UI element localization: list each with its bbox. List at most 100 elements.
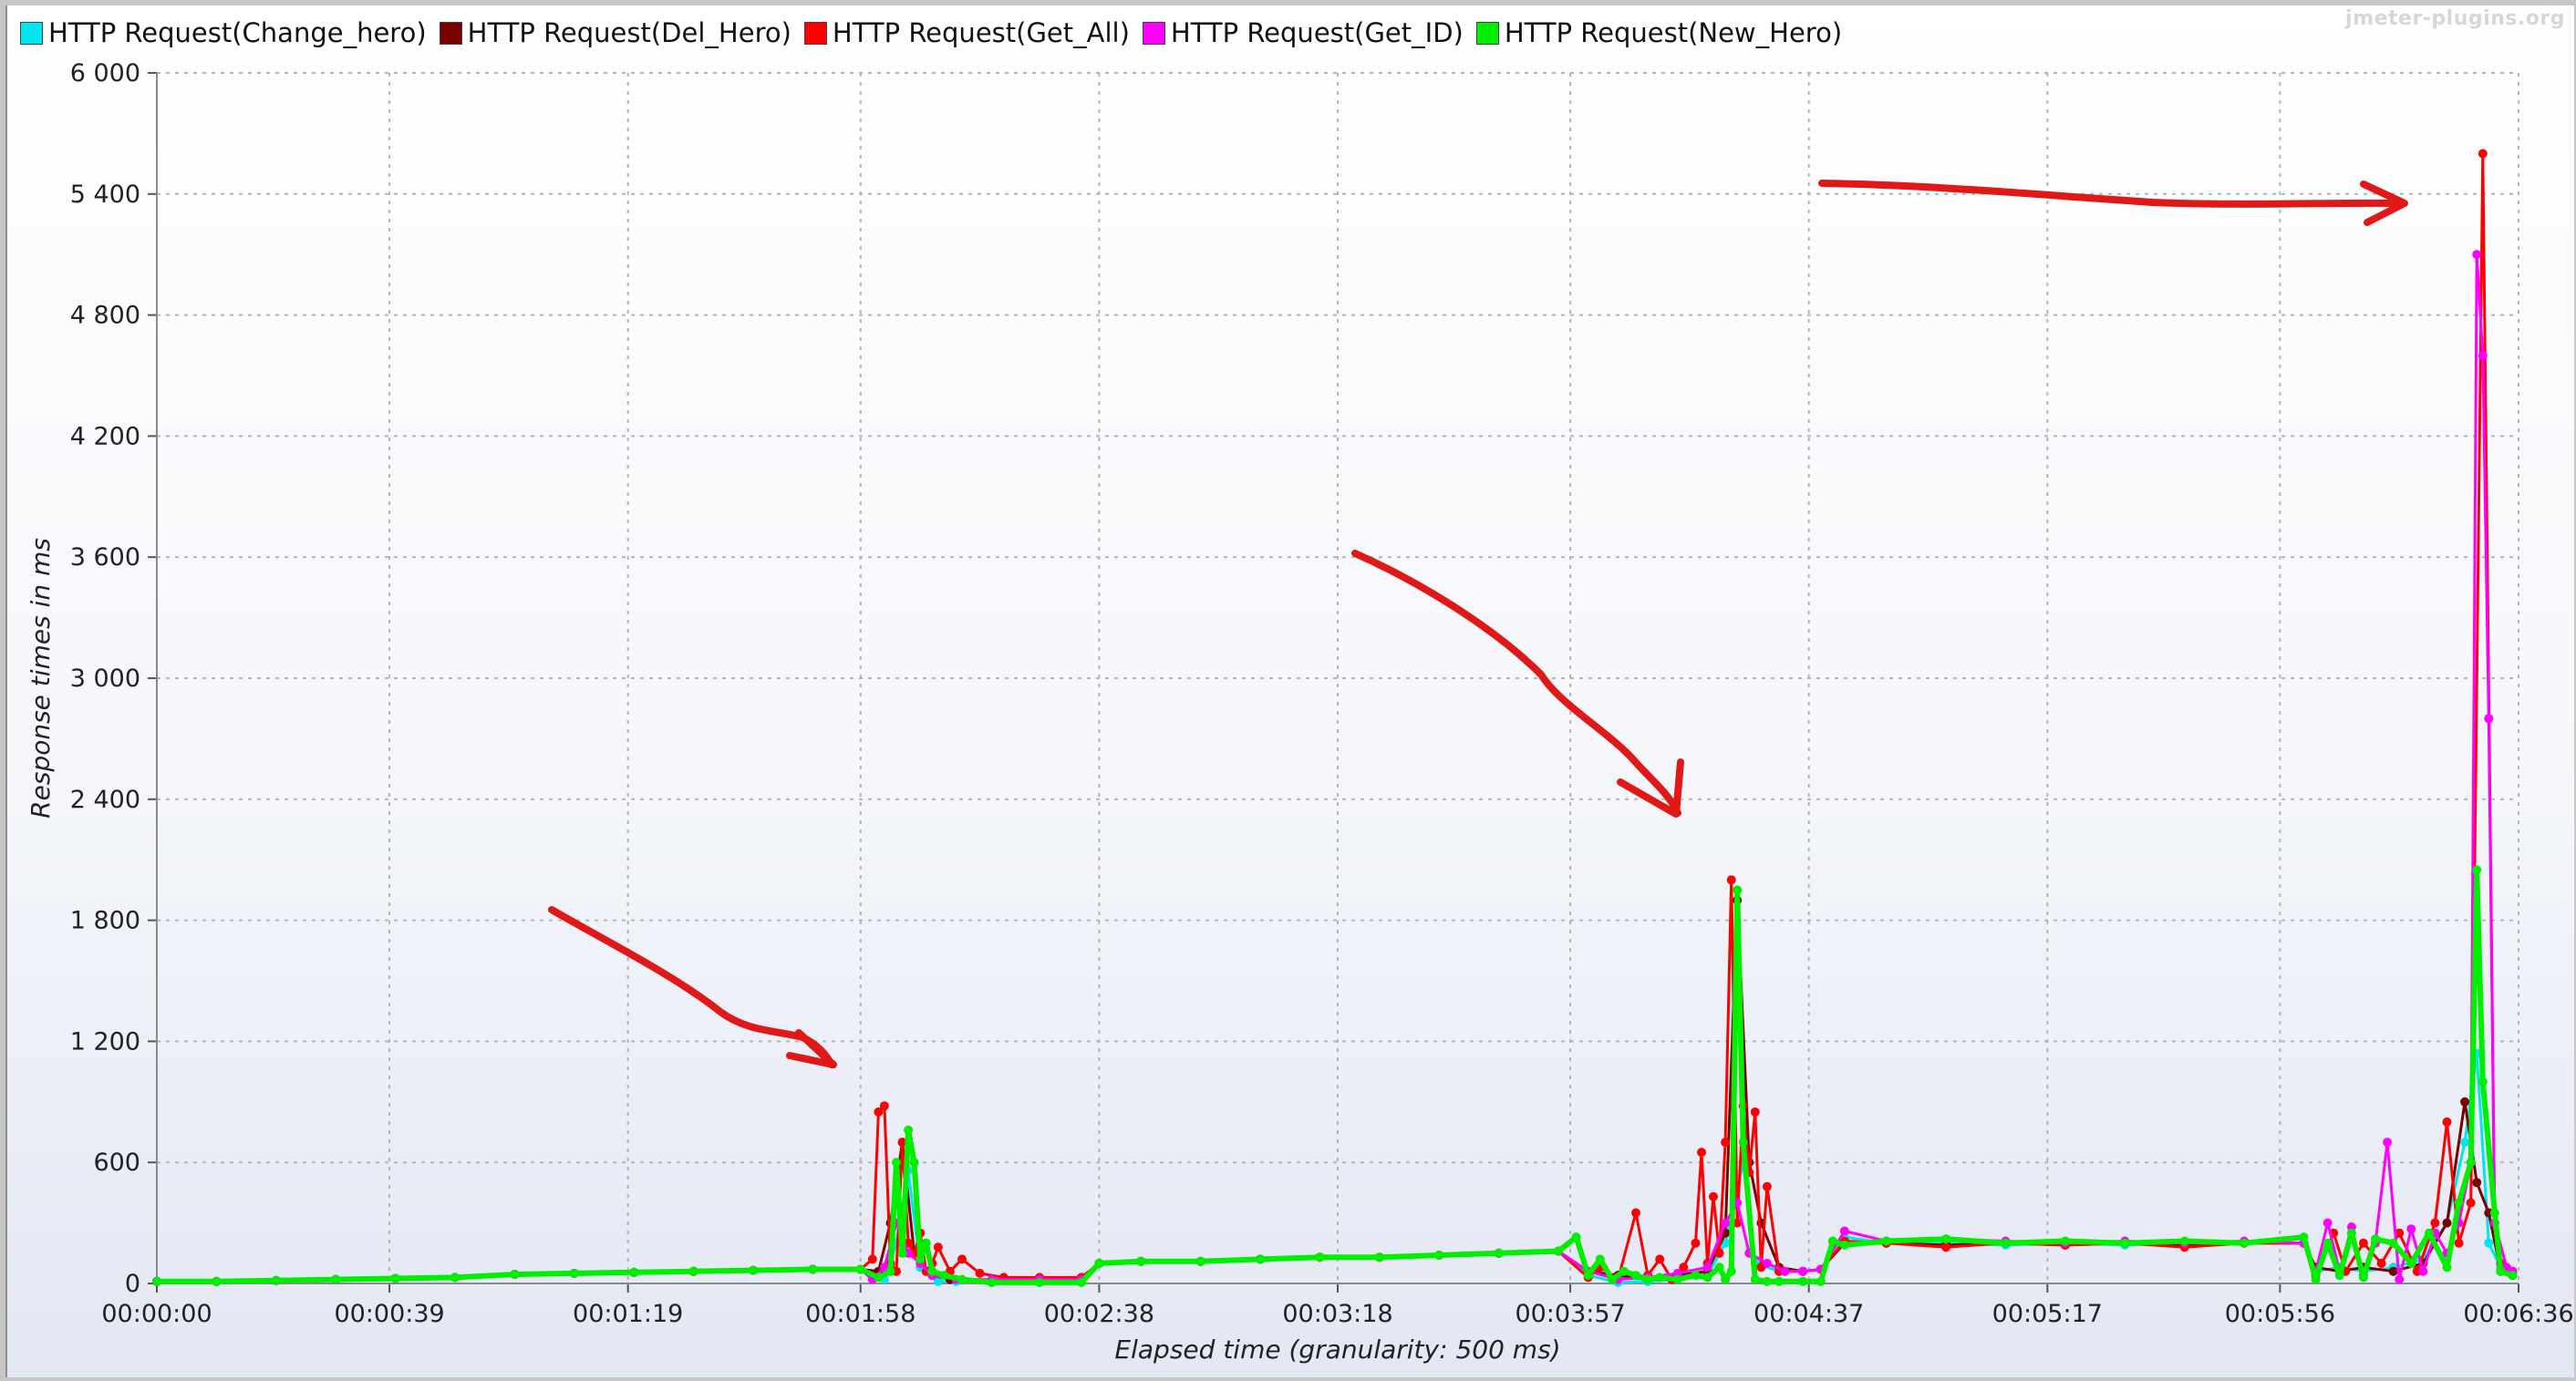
y-tick-label: 0 xyxy=(125,1270,140,1298)
legend-swatch-del-hero xyxy=(439,21,462,45)
data-point xyxy=(885,1266,895,1276)
legend-label-new-hero: HTTP Request(New_Hero) xyxy=(1504,17,1843,48)
data-point xyxy=(1554,1246,1563,1256)
data-point xyxy=(2240,1238,2250,1248)
x-tick-label: 00:03:18 xyxy=(1282,1300,1392,1328)
data-point xyxy=(749,1265,758,1275)
annotations xyxy=(548,180,2408,1068)
data-point xyxy=(1798,1266,1808,1276)
data-point xyxy=(1721,1138,1731,1148)
data-point xyxy=(1714,1262,1724,1273)
data-point xyxy=(1709,1191,1718,1201)
x-tick-label: 00:02:38 xyxy=(1044,1300,1154,1328)
data-point xyxy=(897,1248,907,1258)
y-axis-title: Response times in ms xyxy=(26,538,56,819)
data-point xyxy=(1672,1274,1682,1284)
data-point xyxy=(1780,1266,1790,1276)
data-point xyxy=(1094,1258,1104,1268)
annotation-arrow-2 xyxy=(1351,550,1681,817)
legend-item-new-hero: HTTP Request(New_Hero) xyxy=(1475,17,1843,48)
series-get-all xyxy=(152,149,2518,1286)
data-point xyxy=(1374,1252,1384,1262)
data-point xyxy=(152,1276,161,1286)
x-tick-label: 00:06:36 xyxy=(2463,1300,2573,1328)
y-tick-label: 4 800 xyxy=(70,302,140,330)
data-point xyxy=(1679,1262,1689,1273)
legend-item-get-all: HTTP Request(Get_All) xyxy=(803,17,1130,48)
data-point xyxy=(2472,1178,2482,1188)
data-point xyxy=(2454,1238,2464,1248)
data-point xyxy=(921,1238,931,1248)
data-point xyxy=(2442,1262,2452,1273)
data-point xyxy=(2478,1077,2488,1087)
data-point xyxy=(1762,1258,1772,1268)
data-point xyxy=(904,1125,914,1135)
data-point xyxy=(2496,1266,2506,1276)
data-point xyxy=(1721,1218,1731,1228)
data-point xyxy=(1798,1276,1808,1286)
data-point xyxy=(569,1268,579,1278)
y-tick-label: 5 400 xyxy=(70,180,140,209)
data-point xyxy=(450,1273,460,1283)
data-point xyxy=(1619,1266,1629,1276)
legend-item-change-hero: HTTP Request(Change_hero) xyxy=(20,17,427,48)
data-point xyxy=(933,1276,943,1286)
data-point xyxy=(916,1254,926,1264)
data-point xyxy=(874,1107,884,1117)
data-point xyxy=(1691,1271,1701,1281)
data-point xyxy=(2388,1266,2398,1276)
data-point xyxy=(2484,1238,2494,1248)
legend-label-change-hero: HTTP Request(Change_hero) xyxy=(48,17,427,48)
data-point xyxy=(2508,1271,2518,1281)
data-point xyxy=(867,1254,877,1264)
data-point xyxy=(2395,1228,2405,1238)
watermark: jmeter-plugins.org xyxy=(2345,7,2565,30)
chart-panel xyxy=(5,5,2574,1377)
data-point xyxy=(2179,1236,2189,1246)
data-point xyxy=(629,1267,639,1277)
series-line-get-all xyxy=(157,152,2513,1283)
data-point xyxy=(2478,149,2488,159)
data-point xyxy=(1750,1107,1760,1117)
data-point xyxy=(2299,1232,2309,1242)
annotation-arrow-1-head xyxy=(786,1029,837,1068)
x-tick-label: 00:05:17 xyxy=(1992,1300,2103,1328)
data-point xyxy=(390,1273,400,1283)
data-point xyxy=(1655,1254,1665,1264)
data-point xyxy=(2406,1224,2416,1234)
data-point xyxy=(975,1268,985,1278)
data-point xyxy=(2478,350,2488,360)
data-point xyxy=(1827,1236,1837,1246)
data-point xyxy=(2454,1198,2464,1208)
series-line-change-hero xyxy=(157,1052,2514,1284)
legend-label-del-hero: HTTP Request(Del_Hero) xyxy=(467,17,791,48)
data-point xyxy=(1256,1254,1265,1264)
data-point xyxy=(2376,1258,2386,1268)
series-change-hero xyxy=(152,1048,2518,1287)
data-point xyxy=(1881,1236,1891,1246)
y-tick-label: 1 800 xyxy=(70,907,140,935)
data-point xyxy=(933,1242,943,1252)
annotation-arrow-3-head xyxy=(2360,180,2408,226)
x-axis-title: Elapsed time (granularity: 500 ms) xyxy=(1114,1335,1560,1365)
data-point xyxy=(1691,1238,1701,1248)
data-point xyxy=(2484,714,2494,724)
data-point xyxy=(1076,1277,1086,1287)
legend: HTTP Request(Change_hero) HTTP Request(D… xyxy=(20,16,1842,49)
data-point xyxy=(2334,1271,2344,1281)
data-point xyxy=(1941,1242,1951,1252)
data-point xyxy=(897,1138,907,1148)
y-tick-label: 6 000 xyxy=(70,59,140,88)
x-tick-label: 00:01:19 xyxy=(573,1300,683,1328)
data-point xyxy=(1035,1277,1044,1287)
data-point xyxy=(2358,1273,2368,1283)
legend-swatch-get-id xyxy=(1142,21,1165,45)
data-point xyxy=(957,1274,967,1284)
data-point xyxy=(1733,1218,1743,1228)
data-point xyxy=(1315,1252,1325,1262)
data-point xyxy=(1631,1271,1640,1281)
data-point xyxy=(2406,1258,2416,1268)
data-point xyxy=(1195,1256,1205,1266)
data-point xyxy=(1583,1271,1593,1281)
